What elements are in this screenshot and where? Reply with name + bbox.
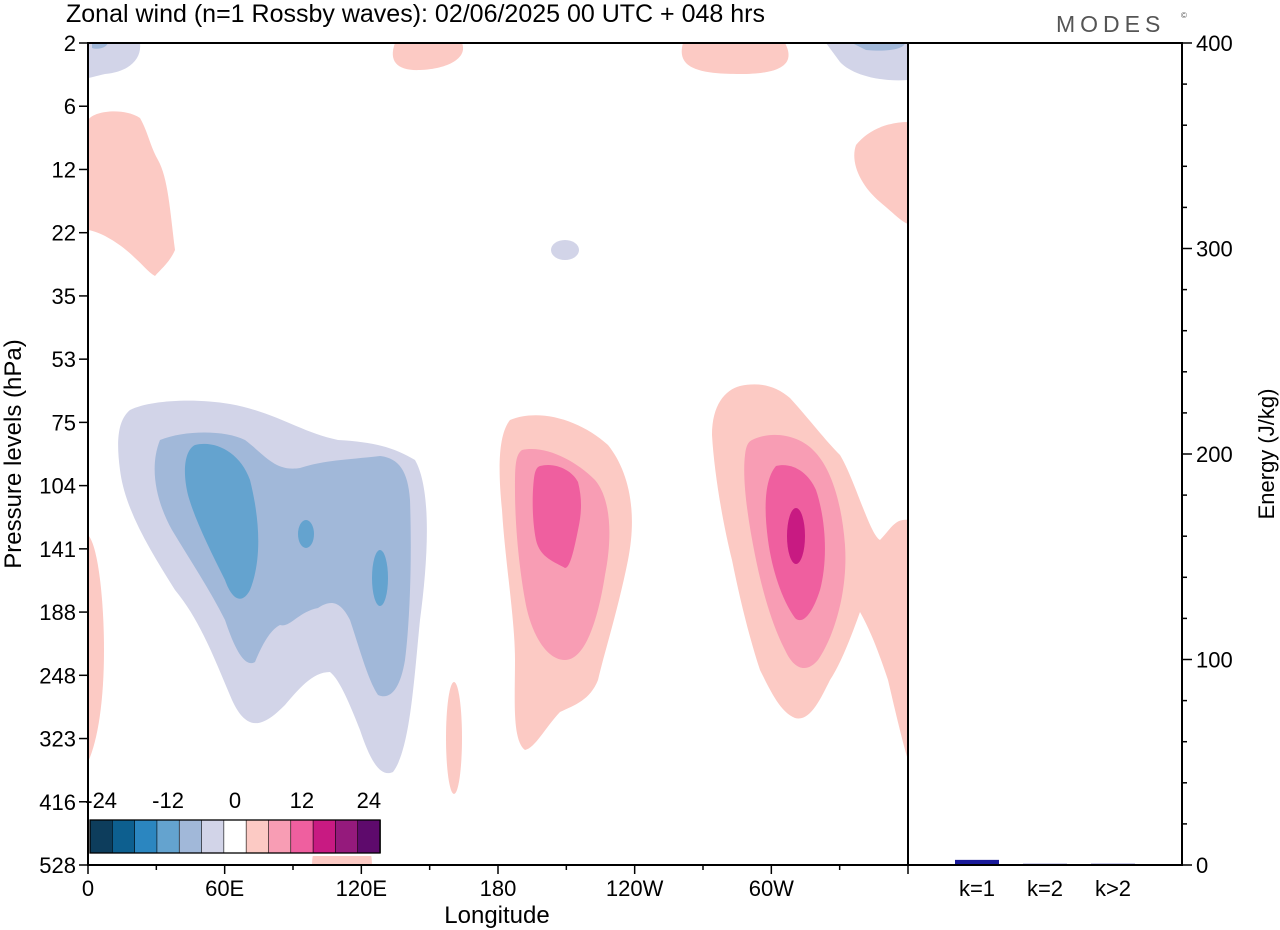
energy-bar <box>955 859 999 865</box>
colorbar-label: -12 <box>152 788 184 813</box>
contour-pos-weak-right <box>854 122 908 224</box>
colorbar-labels: -24 -12 0 12 24 <box>85 788 381 813</box>
energy-bar-chart: 0 100 200 300 400 k=1 k=2 k>2 Energy (J/kg) <box>907 31 1279 901</box>
contour-neg-weak-dot <box>551 240 579 260</box>
colorbar-cell <box>357 819 381 854</box>
main-y-axis: 2 6 12 22 35 53 75 104 141 188 248 323 416 528 <box>39 31 88 878</box>
y-tick-label: 75 <box>52 410 76 435</box>
colorbar-label: 12 <box>290 788 314 813</box>
y-tick-label: 6 <box>64 94 76 119</box>
x-tick-label: 120W <box>606 876 664 901</box>
colorbar-cell <box>89 819 114 854</box>
contour-neg-level3-dot1 <box>298 520 314 548</box>
colorbar-cell <box>335 819 359 854</box>
y-tick-label: 104 <box>39 474 76 499</box>
y-tick-label: 22 <box>52 221 76 246</box>
colorbar-cell <box>201 819 225 854</box>
x-tick-label: 60W <box>749 876 794 901</box>
y-tick-label: 12 <box>52 157 76 182</box>
chart-title: Zonal wind (n=1 Rossby waves): 02/06/202… <box>66 0 765 28</box>
y-tick-label: 416 <box>39 790 76 815</box>
contour-pos-weak-upperleft <box>88 111 175 276</box>
brand-mark: © <box>1181 11 1187 20</box>
colorbar: -24 -12 0 12 24 <box>85 786 381 856</box>
colorbar-frame <box>89 819 381 854</box>
contour-pos-weak-leftedge <box>88 535 104 762</box>
colorbar-cell <box>268 819 292 854</box>
energy-x-tick-label: k=1 <box>959 876 995 901</box>
energy-y-axis: 0 100 200 300 400 <box>1182 31 1233 878</box>
y-tick-label: 141 <box>39 537 76 562</box>
colorbar-cells <box>89 819 381 854</box>
y-tick-label: 2 <box>64 31 76 56</box>
y-tick-label: 248 <box>39 663 76 688</box>
contour-pos-level3 <box>532 464 581 568</box>
energy-y-axis-label: Energy (J/kg) <box>1254 389 1279 520</box>
colorbar-cell <box>312 819 337 854</box>
colorbar-cell <box>112 819 136 854</box>
colorbar-cell <box>223 819 247 854</box>
contour-neg-weak-topright <box>826 43 908 81</box>
colorbar-cell <box>134 819 158 854</box>
colorbar-cell <box>178 819 203 854</box>
colorbar-label: 0 <box>229 788 241 813</box>
contour-pos-weak-top2 <box>681 43 789 74</box>
y-tick-label: 188 <box>39 600 76 625</box>
energy-x-tick-label: k=2 <box>1027 876 1063 901</box>
brand-logo: MODES <box>1056 11 1165 37</box>
contour-neg-mid-topleft <box>92 43 108 49</box>
x-tick-label: 60E <box>205 876 244 901</box>
energy-y-tick-label: 100 <box>1196 648 1233 673</box>
colorbar-label: -24 <box>85 788 117 813</box>
colorbar-label: 24 <box>357 788 381 813</box>
energy-y-tick-label: 400 <box>1196 31 1233 56</box>
y-tick-label: 53 <box>52 347 76 372</box>
main-x-axis: 0 60E 120E 180 120W 60W <box>82 865 909 901</box>
colorbar-cell <box>245 819 270 854</box>
energy-y-tick-label: 0 <box>1196 853 1208 878</box>
colorbar-cell <box>290 819 314 854</box>
zonal-wind-plot: -24 -12 0 12 24 2 6 12 22 35 53 75 104 141 188 248 323 4… <box>0 31 909 929</box>
contour-neg-weak-topleft <box>88 43 141 78</box>
x-tick-label: 180 <box>480 876 517 901</box>
contour-neg-level3 <box>184 443 259 599</box>
y-tick-label: 528 <box>39 853 76 878</box>
y-tick-label: 35 <box>52 284 76 309</box>
energy-y-tick-label: 300 <box>1196 237 1233 262</box>
contour-pos-weak-top1 <box>392 43 464 71</box>
contour-neg-mid-topright <box>852 43 905 51</box>
x-axis-label: Longitude <box>444 902 549 929</box>
energy-y-tick-label: 200 <box>1196 442 1233 467</box>
x-tick-label: 0 <box>82 876 94 901</box>
y-tick-label: 323 <box>39 727 76 752</box>
contour-pos-level4-b <box>787 508 805 564</box>
contour-pos-weak-sliver <box>446 682 462 794</box>
x-tick-label: 120E <box>336 876 387 901</box>
y-axis-label: Pressure levels (hPa) <box>0 339 27 568</box>
contour-fills <box>88 43 908 865</box>
energy-x-axis: k=1 k=2 k>2 <box>959 876 1131 901</box>
energy-x-tick-label: k>2 <box>1095 876 1131 901</box>
energy-plot-area <box>908 43 1182 865</box>
contour-neg-level3-dot2 <box>372 550 388 606</box>
colorbar-cell <box>156 819 181 854</box>
